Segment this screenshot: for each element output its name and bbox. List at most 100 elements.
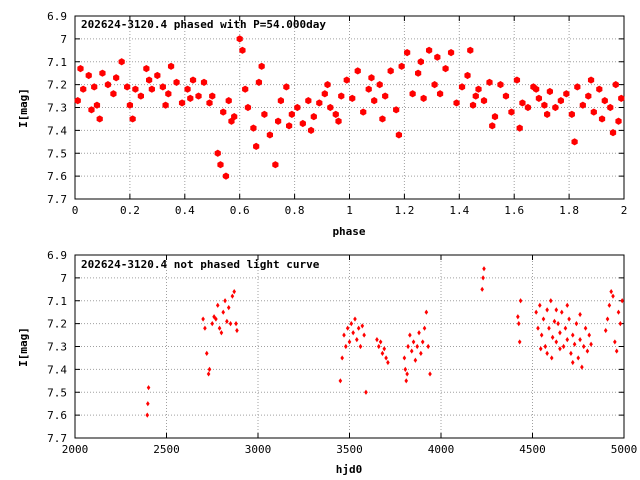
phased-data-point [587, 76, 595, 84]
phased-data-point [376, 81, 383, 89]
unphased-data-point [406, 343, 410, 350]
unphased-data-point [210, 321, 215, 327]
phased-data-point [472, 92, 479, 100]
phased-data-point [250, 124, 257, 132]
phased-data-point [132, 85, 139, 93]
phased-data-point [137, 92, 144, 100]
phased-data-point [200, 78, 208, 86]
phased-data-point [288, 110, 295, 118]
unphased-data-point [344, 343, 348, 350]
unphased-data-point [203, 325, 207, 331]
unphased-data-point [380, 350, 385, 356]
phased-data-point [434, 53, 441, 61]
phased-y-tick-label: 7.4 [47, 124, 67, 137]
unphased-data-point [206, 371, 211, 377]
phased-data-point [409, 90, 416, 98]
unphased-data-point [230, 293, 235, 299]
phased-data-point [349, 94, 356, 102]
unphased-data-point [609, 289, 613, 295]
phased-data-point [497, 81, 504, 89]
phased-data-point [568, 110, 575, 118]
phased-data-point [516, 124, 523, 132]
unphased-data-point [424, 309, 429, 315]
phased-x-tick-label: 1.2 [394, 204, 414, 217]
unphased-data-point [219, 330, 224, 336]
phased-data-point [475, 85, 482, 93]
unphased-y-tick-label: 7.4 [47, 363, 67, 376]
phased-y-tick-label: 6.9 [47, 10, 67, 23]
unphased-data-point [589, 341, 593, 347]
unphased-data-point [428, 371, 432, 377]
phased-data-point [74, 97, 81, 105]
phased-data-point [467, 46, 474, 54]
phased-ticks [74, 15, 625, 200]
phased-data-point [513, 76, 521, 84]
unphased-data-point [228, 321, 233, 327]
phased-tick-labels: 0 0.2 0.4 0.6 0.8 1 1.2 1.4 1.6 1.8 2 6.9 7 7.1 7.2 7.3… [47, 10, 627, 217]
phased-data-point [220, 108, 227, 116]
unphased-data-point [204, 350, 209, 356]
phased-data-point [464, 71, 471, 80]
phased-data-point [110, 90, 117, 98]
phased-data-point [469, 101, 477, 109]
unphased-data-point [358, 343, 363, 350]
unphased-x-tick-label: 3500 [336, 443, 363, 456]
phased-data-point [222, 172, 230, 180]
phased-data-point [85, 71, 92, 80]
phased-data-point [541, 101, 548, 109]
phased-data-point [338, 92, 345, 100]
phased-data-point [335, 117, 342, 125]
unphased-data-point [569, 350, 573, 356]
unphased-y-tick-label: 7.2 [47, 318, 67, 331]
unphased-tick-labels: 2000 2500 3000 3500 4000 4500 5000 6.9 7 7.1 7.2 7.… [47, 249, 637, 456]
unphased-data-point [538, 302, 542, 308]
phased-data-point [563, 90, 570, 98]
phased-x-tick-label: 0.4 [175, 204, 195, 217]
phased-data-point [272, 161, 279, 169]
unphased-data-point [201, 316, 205, 322]
phased-data-point [124, 83, 131, 91]
unphased-data-point [611, 293, 615, 299]
unphased-data-point [518, 298, 523, 304]
unphased-y-tick-label: 7.6 [47, 409, 67, 422]
unphased-x-tick-label: 2000 [62, 443, 89, 456]
phased-data-point [162, 101, 169, 109]
phased-x-axis-label: phase [332, 225, 365, 238]
phased-data-point [283, 83, 290, 91]
phased-y-tick-label: 7 [60, 33, 67, 46]
unphased-data-point [207, 366, 212, 372]
phased-data-point [546, 87, 553, 96]
unphased-data-point [539, 332, 544, 338]
phased-data-point [343, 76, 350, 84]
unphased-data-point [565, 302, 570, 308]
phased-data-point [618, 94, 625, 102]
unphased-data-point [558, 330, 562, 336]
unphased-data-point [415, 343, 420, 350]
unphased-data-point [552, 318, 557, 324]
unphased-data-point [607, 302, 612, 308]
unphased-data-point [556, 321, 560, 327]
phased-data-point [148, 85, 155, 93]
unphased-y-tick-label: 7.1 [47, 295, 67, 308]
phased-y-tick-label: 7.3 [47, 102, 67, 115]
unphased-data-point [362, 332, 366, 338]
phased-data-point [277, 97, 284, 105]
phased-data-point [598, 115, 606, 123]
phased-data-point [242, 85, 249, 93]
phased-data-point [305, 97, 312, 105]
unphased-y-tick-label: 7.5 [47, 386, 67, 399]
unphased-data-point [549, 355, 554, 361]
phased-data-point [585, 92, 592, 100]
phased-x-tick-label: 1.4 [449, 204, 469, 217]
unphased-x-tick-label: 4500 [519, 443, 546, 456]
phased-data-point [244, 103, 252, 112]
phased-data-point [596, 85, 603, 93]
phased-y-tick-label: 7.2 [47, 79, 67, 92]
unphased-data-point [516, 321, 521, 327]
phased-x-tick-label: 1.8 [559, 204, 579, 217]
unphased-data-point [578, 337, 582, 343]
phased-data-point [209, 92, 216, 100]
unphased-data-point [382, 346, 387, 352]
phased-data-point [118, 58, 125, 66]
unphased-data-point [214, 316, 218, 322]
